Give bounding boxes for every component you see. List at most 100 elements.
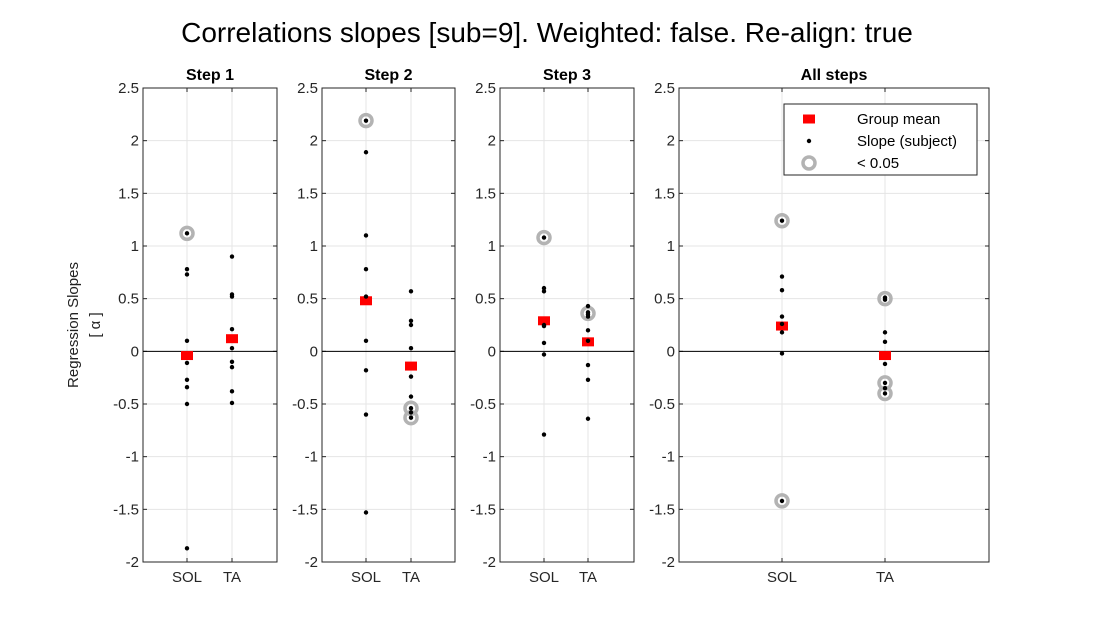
y-tick-label: 1	[488, 238, 496, 255]
y-tick-label: -1	[483, 449, 496, 466]
y-tick-label: 0.5	[297, 291, 318, 308]
subplot-title: Step 3	[543, 67, 591, 84]
slope-point	[229, 400, 235, 406]
slope-point	[229, 294, 235, 299]
slope-point	[882, 380, 888, 386]
x-tick-label-ta: TA	[876, 569, 894, 586]
slope-point	[408, 410, 414, 415]
y-tick-label: -2	[305, 554, 318, 571]
legend-label: Group mean	[857, 111, 940, 128]
slope-point	[585, 314, 591, 319]
y-tick-label: 2	[488, 133, 496, 150]
y-tick-label: 1	[310, 238, 318, 255]
significance-ring	[774, 493, 790, 509]
y-tick-label: -2	[483, 554, 496, 571]
slope-point	[408, 406, 414, 411]
slope-point	[229, 364, 235, 370]
subplot-title: All steps	[801, 67, 868, 84]
slope-point	[779, 498, 785, 504]
slope-point	[779, 218, 785, 223]
slope-point	[408, 394, 414, 399]
group-mean-marker	[405, 361, 417, 371]
slope-point	[541, 340, 547, 346]
y-tick-label: 1	[667, 238, 675, 255]
y-tick-label: 0	[667, 343, 675, 360]
y-tick-label: 2	[131, 133, 139, 150]
slope-point	[229, 254, 235, 259]
slope-point	[184, 272, 190, 277]
y-tick-label: -1	[126, 449, 139, 466]
y-tick-label: 2.5	[297, 80, 318, 97]
y-tick-label: -0.5	[113, 396, 139, 413]
y-tick-label: 1	[131, 238, 139, 255]
x-tick-label-sol: SOL	[172, 569, 202, 586]
y-tick-label: -0.5	[470, 396, 496, 413]
slope-point	[408, 415, 414, 420]
subplot-2: 2.5 2 1.5 1 0.5 0 -0.5 -1 -1.5 -2 SOL TA Step 2	[292, 67, 456, 586]
slope-point	[363, 294, 369, 299]
y-tick-label: 2.5	[475, 80, 496, 97]
subplot-1: 2.5 2 1.5 1 0.5 0 -0.5 -1 -1.5 -2 SOL TA Step 1	[113, 67, 278, 586]
slope-point	[585, 328, 591, 333]
slope-point	[408, 322, 414, 328]
axes-box	[321, 87, 456, 563]
significance-ring	[877, 290, 893, 307]
slope-point	[541, 235, 547, 240]
slope-point	[585, 377, 591, 382]
y-tick-label: -1.5	[292, 501, 318, 518]
legend: Group mean Slope (subject) < 0.05	[783, 103, 978, 176]
y-tick-label: 0	[488, 343, 496, 360]
slope-point	[363, 510, 369, 515]
y-tick-label: 2.5	[118, 80, 139, 97]
slope-point	[882, 391, 888, 396]
axes-box	[142, 87, 278, 563]
subplot-4: 2.5 2 1.5 1 0.5 0 -0.5 -1 -1.5 -2 SOL TA All steps	[649, 67, 990, 586]
slope-point	[184, 546, 190, 551]
slope-point	[184, 266, 190, 272]
slope-point	[541, 432, 547, 437]
significance-ring	[774, 212, 790, 229]
slope-point	[184, 338, 190, 343]
y-tick-label: 0	[310, 343, 318, 360]
legend-swatch-mean	[803, 114, 815, 124]
x-tick-label-ta: TA	[402, 569, 420, 586]
y-axis-label: Regression Slopes	[65, 262, 82, 388]
slope-point	[779, 288, 785, 293]
y-tick-label: -0.5	[292, 396, 318, 413]
x-tick-label-ta: TA	[579, 569, 597, 586]
legend-swatch-significant	[801, 155, 817, 171]
x-tick-label-sol: SOL	[351, 569, 381, 586]
slope-point	[882, 297, 888, 302]
figure-title: Correlations slopes [sub=9]. Weighted: f…	[181, 17, 913, 48]
slope-point	[541, 352, 547, 357]
group-mean-marker	[226, 334, 238, 344]
y-tick-label: -1.5	[470, 501, 496, 518]
slope-point	[585, 362, 591, 368]
slope-point	[882, 386, 888, 391]
x-tick-label-ta: TA	[223, 569, 241, 586]
axes-box	[499, 87, 635, 563]
slope-point	[184, 401, 190, 407]
slope-point	[184, 384, 190, 390]
axes-box	[678, 87, 990, 563]
slope-point	[363, 338, 369, 343]
group-mean-marker	[879, 351, 891, 361]
slope-point	[585, 338, 591, 343]
y-tick-label: -1.5	[649, 501, 675, 518]
legend-swatch-slope	[806, 138, 812, 144]
slope-point	[184, 360, 190, 366]
subplot-3: 2.5 2 1.5 1 0.5 0 -0.5 -1 -1.5 -2 SOL TA Step 3	[470, 67, 635, 586]
slope-point	[779, 314, 785, 319]
slope-point	[541, 285, 547, 291]
y-tick-label: 2	[310, 133, 318, 150]
y-axis-label-unit: [ α ]	[87, 312, 104, 337]
slope-point	[882, 361, 888, 367]
significance-ring	[179, 225, 195, 242]
slope-point	[779, 321, 785, 327]
slope-point	[184, 377, 190, 382]
slope-point	[779, 351, 785, 356]
subplot-title: Step 1	[186, 67, 234, 84]
y-tick-label: 1.5	[297, 185, 318, 202]
